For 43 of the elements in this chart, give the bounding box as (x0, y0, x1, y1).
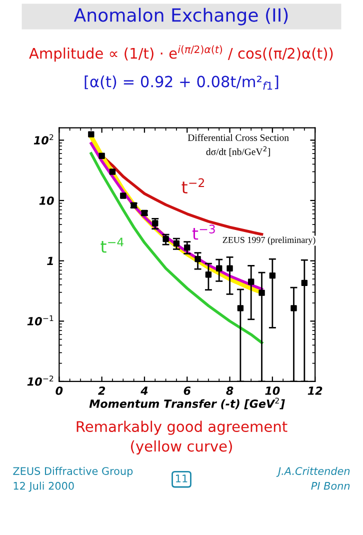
x-tick-label: 4 (140, 386, 148, 395)
y-tick-label: 10$^{−2}$ (27, 376, 54, 386)
point (290, 305, 297, 312)
chart-subtitle: Amplitude ∝ (1/t) · e$^{i(π/2)α(t)}$ / cos((π/2)α(t)) (29, 45, 333, 62)
point (98, 152, 105, 159)
point (173, 240, 180, 247)
point (152, 220, 158, 226)
x-tick-label: 12 (308, 386, 322, 395)
legend-label: ZEUS 1997 (preliminary) (222, 236, 316, 245)
text: 11 (176, 474, 188, 482)
text: [α(t) = 0.92 + 0.08t/m²$_{f1}$] (84, 76, 278, 90)
point (258, 290, 265, 296)
text: J.A.Crittenden PI Bonn (276, 466, 350, 490)
point (248, 278, 254, 285)
point (184, 244, 190, 251)
series-label: t$^{−4}$ (100, 238, 124, 253)
chart-title: Anomalon Exchange (II) (74, 8, 288, 26)
point (88, 131, 94, 138)
point (120, 192, 126, 199)
point (205, 272, 212, 278)
y-tick-label: 1 (47, 256, 53, 266)
point (194, 256, 201, 262)
y-axis-title: Differential Cross Section dσ/dt [nb/GeV$^{2}$] (188, 134, 289, 156)
x-tick-label: 10 (265, 386, 280, 395)
point (237, 305, 244, 312)
point (162, 236, 169, 242)
x-tick-label: 2 (98, 386, 106, 395)
point (226, 265, 233, 272)
series-label: t$^{−3}$ (192, 224, 215, 240)
x-axis-title: Momentum Transfer (-t) [GeV$^{2}$] (89, 398, 285, 410)
y-tick-label: 10 (39, 196, 54, 205)
x-tick-label: 0 (56, 386, 63, 395)
y-tick-label: 10$^{2}$ (34, 134, 54, 144)
point (301, 280, 308, 286)
y-tick-label: 10$^{−1}$ (27, 315, 54, 326)
point (269, 272, 276, 279)
point (216, 265, 222, 272)
text: ZEUS Diffractive Group 12 Juli 2000 (13, 466, 133, 492)
text: Remarkably good agreement (yellow curve) (76, 420, 288, 455)
point (109, 168, 116, 175)
x-tick-label: 6 (184, 386, 191, 395)
x-tick-label: 8 (226, 386, 234, 395)
series-label: t$^{−2}$ (182, 178, 204, 194)
